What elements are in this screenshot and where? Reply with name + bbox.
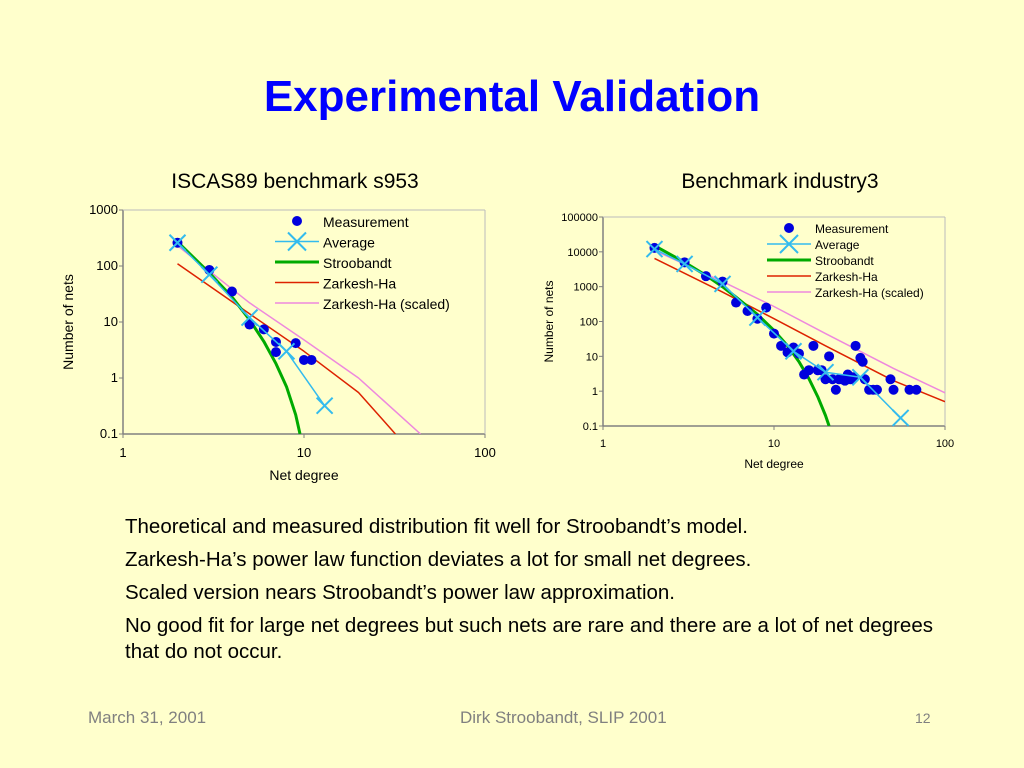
average-marker bbox=[645, 240, 664, 258]
legend-label-measurement: Measurement bbox=[815, 222, 889, 236]
measurement-point bbox=[857, 356, 868, 367]
legend-label-stroobandt: Stroobandt bbox=[323, 255, 392, 271]
measurement-point bbox=[830, 384, 841, 395]
stroobandt-line bbox=[653, 244, 831, 426]
y-tick-label: 10 bbox=[586, 351, 598, 363]
legend-label-average: Average bbox=[815, 238, 860, 252]
legend-label-zarkesh-ha: Zarkesh-Ha bbox=[815, 270, 878, 284]
average-line bbox=[654, 248, 902, 419]
x-tick-label: 10 bbox=[297, 445, 311, 460]
measurement-point bbox=[306, 354, 317, 365]
zarkesh-ha-scaled-line bbox=[177, 245, 422, 434]
y-tick-label: 0.1 bbox=[100, 426, 118, 441]
y-tick-label: 1000 bbox=[89, 202, 118, 217]
bullet-item: Zarkesh-Ha’s power law function deviates… bbox=[125, 548, 752, 571]
y-tick-label: 10 bbox=[104, 314, 118, 329]
average-marker bbox=[851, 368, 870, 387]
measurement-point bbox=[226, 286, 237, 297]
legend-label-measurement: Measurement bbox=[323, 214, 409, 230]
measurement-point bbox=[731, 297, 742, 308]
zarkesh-ha-line bbox=[654, 257, 945, 403]
average-marker bbox=[277, 342, 296, 360]
y-tick-label: 100 bbox=[580, 317, 598, 329]
average-marker bbox=[891, 409, 910, 427]
legend-label-stroobandt: Stroobandt bbox=[815, 254, 874, 268]
slide-title: Experimental Validation bbox=[263, 72, 761, 121]
average-marker bbox=[784, 342, 803, 360]
measurement-point bbox=[299, 354, 309, 365]
measurement-point bbox=[244, 319, 255, 330]
average-marker bbox=[315, 397, 334, 415]
measurement-point bbox=[742, 306, 753, 317]
legend-label-zarkesh-ha-scaled: Zarkesh-Ha (scaled) bbox=[815, 286, 924, 300]
legend-label-average: Average bbox=[323, 235, 375, 251]
chart-title-right: Benchmark industry3 bbox=[681, 170, 879, 193]
x-tick-label: 1 bbox=[600, 438, 606, 450]
measurement-point bbox=[911, 384, 922, 395]
measurement-point bbox=[776, 340, 787, 351]
measurement-point bbox=[888, 384, 899, 395]
average-marker bbox=[675, 255, 694, 273]
measurement-point bbox=[824, 351, 835, 362]
bullet-item: Scaled version nears Stroobandt’s power … bbox=[125, 581, 676, 604]
bullet-list: Theoretical and measured distribution fi… bbox=[125, 514, 945, 672]
bullet-item: No good fit for large net degrees but su… bbox=[125, 614, 933, 663]
x-tick-label: 1 bbox=[119, 445, 126, 460]
average-marker bbox=[816, 363, 835, 381]
measurement-point bbox=[885, 374, 896, 385]
stroobandt-line bbox=[176, 240, 302, 434]
x-tick-label: 100 bbox=[474, 445, 496, 460]
legend-label-zarkesh-ha-scaled: Zarkesh-Ha (scaled) bbox=[323, 296, 450, 312]
average-marker bbox=[240, 308, 259, 327]
legend-marker-average bbox=[287, 231, 307, 252]
x-tick-label: 100 bbox=[936, 438, 954, 450]
footer-date: March 31, 2001 bbox=[88, 708, 207, 727]
measurement-point bbox=[848, 372, 859, 383]
legend-marker-measurement bbox=[292, 216, 302, 226]
footer-author: Dirk Stroobandt, SLIP 2001 bbox=[460, 708, 667, 727]
average-marker bbox=[748, 308, 767, 327]
y-tick-label: 1000 bbox=[574, 282, 598, 294]
y-tick-label: 1 bbox=[111, 370, 118, 385]
measurement-point bbox=[717, 276, 728, 287]
x-axis-label: Net degree bbox=[744, 457, 804, 471]
zarkesh-ha-line bbox=[177, 263, 396, 434]
measurement-point bbox=[270, 347, 281, 358]
y-tick-label: 0.1 bbox=[583, 421, 598, 433]
legend-marker-measurement bbox=[784, 223, 794, 233]
measurement-point bbox=[803, 365, 814, 376]
y-tick-label: 10000 bbox=[567, 247, 598, 259]
y-tick-label: 100 bbox=[96, 258, 118, 273]
y-axis-label: Number of nets bbox=[60, 274, 76, 370]
average-marker bbox=[713, 275, 732, 293]
measurement-point bbox=[820, 374, 831, 385]
y-axis-label: Number of nets bbox=[542, 280, 556, 362]
chart-title-left: ISCAS89 benchmark s953 bbox=[171, 170, 419, 193]
measurement-point bbox=[808, 340, 819, 351]
x-axis-label: Net degree bbox=[269, 467, 338, 483]
bullet-item: Theoretical and measured distribution fi… bbox=[125, 515, 748, 538]
legend-marker-average bbox=[779, 234, 799, 254]
y-tick-label: 1 bbox=[592, 386, 598, 398]
y-tick-label: 100000 bbox=[561, 212, 598, 224]
average-marker bbox=[168, 234, 187, 252]
page-number: 12 bbox=[915, 710, 931, 726]
measurement-point bbox=[850, 340, 861, 351]
measurement-point bbox=[859, 374, 870, 385]
legend-label-zarkesh-ha: Zarkesh-Ha bbox=[323, 276, 396, 292]
x-tick-label: 10 bbox=[768, 438, 780, 450]
measurement-point bbox=[904, 384, 915, 395]
zarkesh-ha-scaled-line bbox=[654, 249, 945, 394]
measurement-point bbox=[258, 324, 269, 335]
average-marker bbox=[200, 265, 219, 284]
